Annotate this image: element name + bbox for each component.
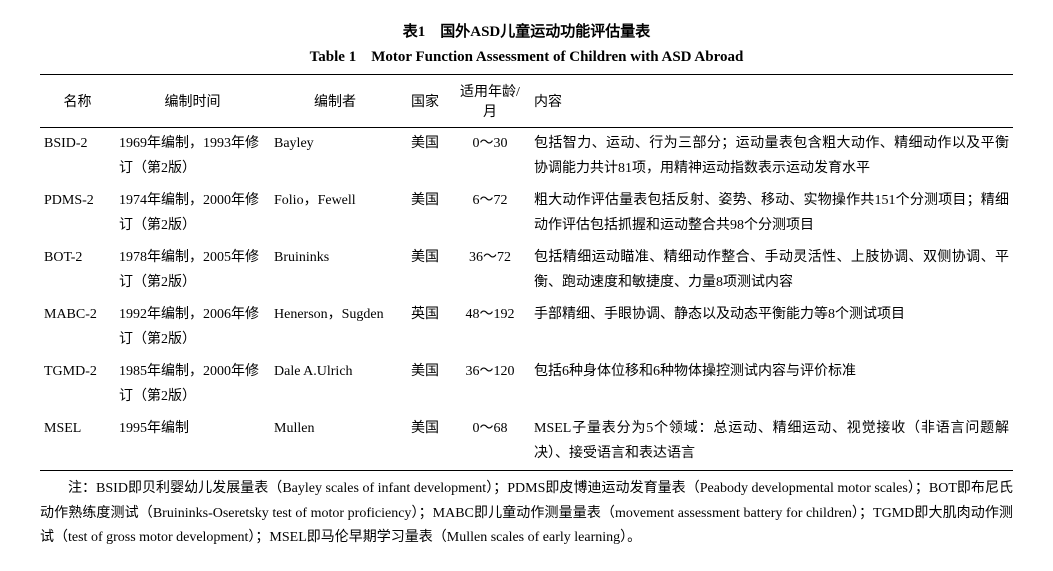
cell-time: 1974年编制，2000年修订（第2版） xyxy=(115,185,270,242)
cell-age: 6～72 xyxy=(450,185,530,242)
cell-name: TGMD-2 xyxy=(40,356,115,413)
col-header-country: 国家 xyxy=(400,75,450,128)
cell-time: 1978年编制，2005年修订（第2版） xyxy=(115,242,270,299)
cell-time: 1985年编制，2000年修订（第2版） xyxy=(115,356,270,413)
cell-content: 包括精细运动瞄准、精细动作整合、手动灵活性、上肢协调、双侧协调、平衡、跑动速度和… xyxy=(530,242,1013,299)
cell-author: Bruininks xyxy=(270,242,400,299)
table-row: BSID-2 1969年编制，1993年修订（第2版） Bayley 美国 0～… xyxy=(40,128,1013,186)
cell-time: 1995年编制 xyxy=(115,413,270,471)
assessment-table: 名称 编制时间 编制者 国家 适用年龄/月 内容 BSID-2 1969年编制，… xyxy=(40,74,1013,471)
cell-time: 1969年编制，1993年修订（第2版） xyxy=(115,128,270,186)
cell-author: Bayley xyxy=(270,128,400,186)
cell-name: BSID-2 xyxy=(40,128,115,186)
cell-content: 包括智力、运动、行为三部分；运动量表包含粗大动作、精细动作以及平衡协调能力共计8… xyxy=(530,128,1013,186)
table-row: MABC-2 1992年编制，2006年修订（第2版） Henerson，Sug… xyxy=(40,299,1013,356)
table-header-row: 名称 编制时间 编制者 国家 适用年龄/月 内容 xyxy=(40,75,1013,128)
cell-country: 美国 xyxy=(400,413,450,471)
table-row: MSEL 1995年编制 Mullen 美国 0～68 MSEL子量表分为5个领… xyxy=(40,413,1013,471)
table-row: TGMD-2 1985年编制，2000年修订（第2版） Dale A.Ulric… xyxy=(40,356,1013,413)
cell-age: 0～68 xyxy=(450,413,530,471)
cell-content: 粗大动作评估量表包括反射、姿势、移动、实物操作共151个分测项目；精细动作评估包… xyxy=(530,185,1013,242)
cell-author: Mullen xyxy=(270,413,400,471)
col-header-age: 适用年龄/月 xyxy=(450,75,530,128)
cell-time: 1992年编制，2006年修订（第2版） xyxy=(115,299,270,356)
table-caption-en: Table 1 Motor Function Assessment of Chi… xyxy=(40,45,1013,66)
col-header-author: 编制者 xyxy=(270,75,400,128)
cell-country: 美国 xyxy=(400,242,450,299)
table-caption-zh: 表1 国外ASD儿童运动功能评估量表 xyxy=(40,20,1013,41)
cell-content: 包括6种身体位移和6种物体操控测试内容与评价标准 xyxy=(530,356,1013,413)
cell-name: PDMS-2 xyxy=(40,185,115,242)
cell-age: 48～192 xyxy=(450,299,530,356)
cell-name: MABC-2 xyxy=(40,299,115,356)
cell-country: 美国 xyxy=(400,185,450,242)
cell-name: MSEL xyxy=(40,413,115,471)
table-row: PDMS-2 1974年编制，2000年修订（第2版） Folio，Fewell… xyxy=(40,185,1013,242)
cell-country: 美国 xyxy=(400,128,450,186)
col-header-time: 编制时间 xyxy=(115,75,270,128)
col-header-content: 内容 xyxy=(530,75,1013,128)
table-row: BOT-2 1978年编制，2005年修订（第2版） Bruininks 美国 … xyxy=(40,242,1013,299)
cell-content: MSEL子量表分为5个领域：总运动、精细运动、视觉接收（非语言问题解决）、接受语… xyxy=(530,413,1013,471)
col-header-name: 名称 xyxy=(40,75,115,128)
table-body: BSID-2 1969年编制，1993年修订（第2版） Bayley 美国 0～… xyxy=(40,128,1013,471)
cell-name: BOT-2 xyxy=(40,242,115,299)
cell-author: Dale A.Ulrich xyxy=(270,356,400,413)
cell-content: 手部精细、手眼协调、静态以及动态平衡能力等8个测试项目 xyxy=(530,299,1013,356)
cell-country: 英国 xyxy=(400,299,450,356)
cell-age: 0～30 xyxy=(450,128,530,186)
cell-age: 36～120 xyxy=(450,356,530,413)
cell-country: 美国 xyxy=(400,356,450,413)
table-footnote: 注：BSID即贝利婴幼儿发展量表（Bayley scales of infant… xyxy=(40,477,1013,551)
cell-author: Folio，Fewell xyxy=(270,185,400,242)
cell-age: 36～72 xyxy=(450,242,530,299)
cell-author: Henerson，Sugden xyxy=(270,299,400,356)
